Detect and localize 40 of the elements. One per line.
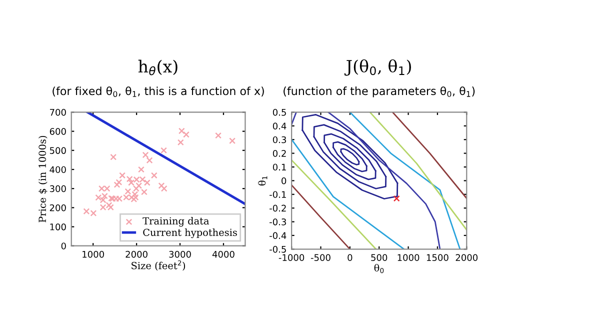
x-tick-label: 3000 bbox=[169, 250, 191, 258]
y-tick-label: -0.2 bbox=[270, 204, 286, 212]
y-tick-label: 500 bbox=[50, 147, 66, 154]
y-tick-label: -0.1 bbox=[270, 191, 286, 198]
y-tick-label: 0.1 bbox=[272, 164, 286, 171]
y-tick-label: 0.4 bbox=[272, 122, 286, 130]
x-axis-title: θ$_{0}$ bbox=[374, 264, 384, 274]
y-tick-label: 0.5 bbox=[272, 108, 286, 116]
x-tick-label: 2000 bbox=[126, 250, 148, 258]
y-tick-label: 400 bbox=[50, 166, 66, 174]
x-tick-label: 1000 bbox=[398, 254, 420, 261]
y-tick-label: 0.3 bbox=[272, 136, 286, 144]
legend-label: Training data bbox=[142, 217, 210, 227]
chart-subtitle: (function of the parameters θ$_{0}$, θ$_{1}$) bbox=[284, 86, 475, 98]
legend-label: Current hypothesis bbox=[143, 228, 237, 238]
y-axis-title: θ$_{1}$ bbox=[258, 176, 268, 186]
x-tick-label: 1500 bbox=[426, 254, 448, 261]
y-tick-label: 700 bbox=[50, 108, 66, 116]
x-tick-label: 4000 bbox=[212, 250, 234, 258]
y-axis-title: Price $ (in 1000s) bbox=[38, 136, 48, 222]
y-tick-label: 0 bbox=[282, 177, 286, 184]
y-tick-label: 0 bbox=[61, 242, 66, 250]
y-tick-label: -0.4 bbox=[270, 232, 286, 240]
x-tick-label: 0 bbox=[348, 254, 352, 261]
y-tick-label: 600 bbox=[50, 128, 66, 135]
chart-subtitle: (for fixed θ$_{0}$, θ$_{1}$, this is a function of x) bbox=[52, 86, 264, 97]
chart-title: h$_{θ}$(x) bbox=[138, 60, 178, 76]
y-tick-label: 300 bbox=[50, 185, 66, 192]
chart-title: J(θ$_{0}$, θ$_{1}$) bbox=[344, 59, 411, 76]
y-tick-label: 100 bbox=[50, 223, 66, 230]
y-tick-label: -0.5 bbox=[270, 246, 286, 253]
y-tick-label: 200 bbox=[50, 204, 66, 212]
x-tick-label: 1000 bbox=[82, 250, 104, 258]
x-tick-label: 2000 bbox=[456, 254, 478, 261]
x-tick-label: 500 bbox=[371, 254, 388, 261]
x-tick-label: -1000 bbox=[278, 254, 304, 261]
y-tick-label: -0.3 bbox=[270, 218, 286, 226]
x-tick-label: -500 bbox=[310, 254, 330, 261]
x-axis-title: Size (feet$^{2}$) bbox=[132, 260, 186, 271]
y-tick-label: 0.2 bbox=[272, 150, 286, 157]
